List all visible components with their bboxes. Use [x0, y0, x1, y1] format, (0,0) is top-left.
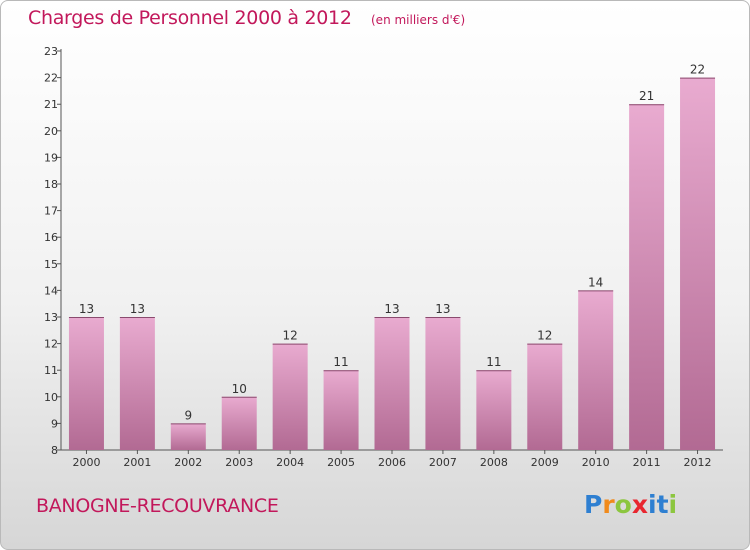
x-tick-label: 2011 [633, 456, 661, 469]
x-tick-label: 2001 [123, 456, 151, 469]
data-label: 13 [435, 302, 450, 316]
x-tick-label: 2009 [531, 456, 559, 469]
x-tick-label: 2003 [225, 456, 253, 469]
data-label: 11 [486, 355, 501, 369]
data-label: 12 [537, 329, 552, 343]
x-tick-label: 2000 [72, 456, 100, 469]
x-tick-label: 2005 [327, 456, 355, 469]
x-tick-label: 2012 [684, 456, 712, 469]
proxiti-logo[interactable]: Proxiti [584, 490, 677, 519]
y-tick-label: 14 [44, 284, 58, 297]
y-tick-label: 16 [44, 231, 58, 244]
city-name: BANOGNE-RECOUVRANCE [36, 495, 279, 517]
data-label: 9 [184, 408, 192, 422]
bar [323, 370, 359, 450]
y-tick-label: 10 [44, 391, 58, 404]
x-tick-label: 2006 [378, 456, 406, 469]
y-tick-label: 15 [44, 258, 58, 271]
y-tick-label: 12 [44, 338, 58, 351]
y-tick-label: 17 [44, 205, 58, 218]
data-label: 14 [588, 275, 603, 289]
bar [476, 370, 512, 450]
bar [629, 104, 665, 450]
logo-letter: i [648, 490, 657, 519]
logo-letter: P [584, 490, 603, 519]
data-label: 22 [690, 63, 705, 77]
data-label: 11 [333, 355, 348, 369]
x-tick-label: 2010 [582, 456, 610, 469]
y-tick-label: 13 [44, 311, 58, 324]
data-label: 21 [639, 89, 654, 103]
bar [221, 396, 257, 450]
data-label: 13 [384, 302, 399, 316]
logo-letter: x [631, 490, 648, 519]
bar [527, 343, 563, 450]
x-tick-label: 2004 [276, 456, 304, 469]
bar [68, 317, 104, 450]
y-tick-label: 9 [51, 417, 58, 430]
chart-title: Charges de Personnel 2000 à 2012 [28, 7, 352, 29]
y-tick-label: 22 [44, 72, 58, 85]
y-tick-label: 18 [44, 178, 58, 191]
chart-subtitle: (en milliers d'€) [371, 13, 466, 27]
data-label: 13 [79, 302, 94, 316]
y-tick-label: 11 [44, 364, 58, 377]
x-tick-label: 2008 [480, 456, 508, 469]
bar [119, 317, 155, 450]
bar [374, 317, 410, 450]
logo-letter: i [668, 490, 678, 519]
bar [578, 290, 614, 450]
bar [272, 343, 308, 450]
bar [425, 317, 461, 450]
bar [680, 77, 716, 450]
data-label: 10 [232, 382, 247, 396]
x-tick-label: 2002 [174, 456, 202, 469]
y-tick-label: 19 [44, 151, 58, 164]
y-tick-label: 21 [44, 98, 58, 111]
y-tick-label: 20 [44, 125, 58, 138]
data-label: 12 [283, 329, 298, 343]
logo-letter: t [656, 490, 669, 519]
x-tick-label: 2007 [429, 456, 457, 469]
bar [170, 423, 206, 450]
y-tick-label: 23 [44, 45, 58, 58]
y-tick-label: 8 [51, 444, 58, 457]
logo-letter: o [614, 490, 632, 519]
data-label: 13 [130, 302, 145, 316]
logo-letter: r [602, 490, 615, 519]
